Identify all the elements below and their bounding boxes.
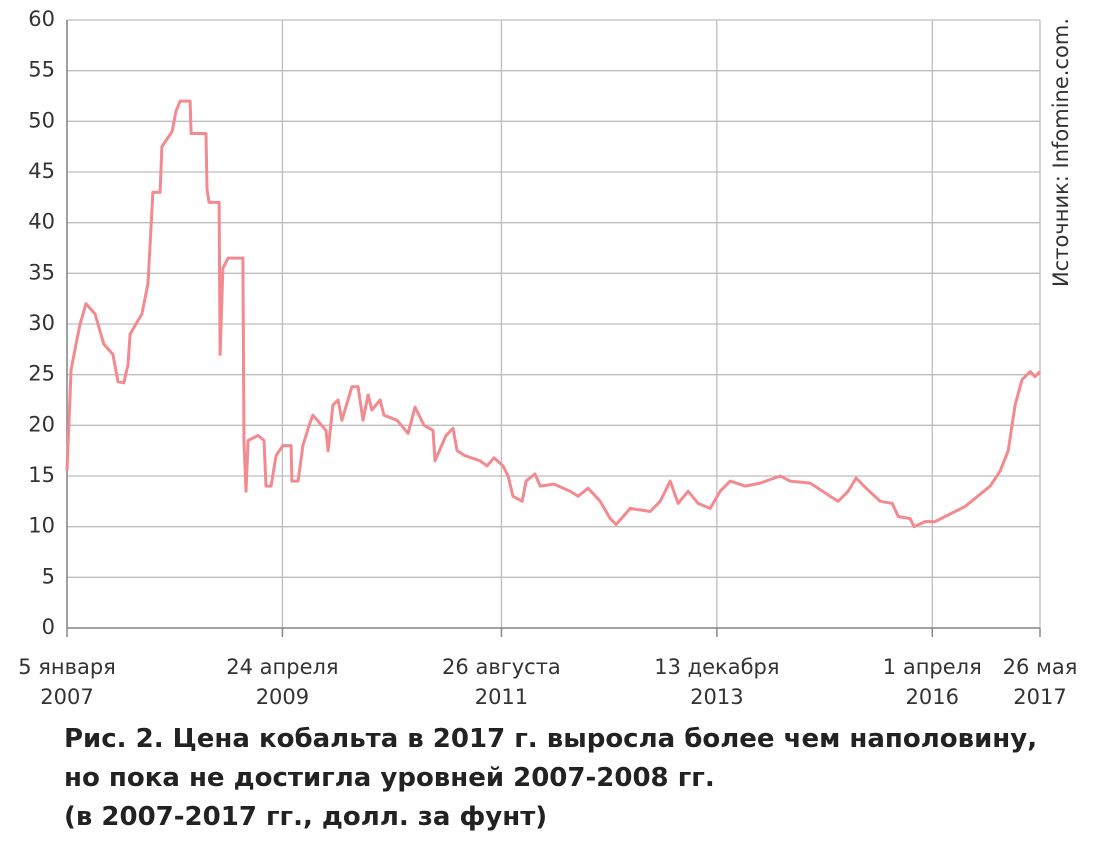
y-tick-label: 40 <box>28 210 55 234</box>
x-tick-label: 13 декабря 2013 <box>654 655 780 709</box>
caption-line: (в 2007-2017 гг., долл. за фунт) <box>64 802 548 832</box>
source: Источник: Infomine.com. <box>1049 18 1073 287</box>
y-tick-label: 50 <box>28 108 55 132</box>
x-tick-label: 26 мая 2017 <box>1002 655 1078 709</box>
caption-line: Рис. 2. Цена кобальта в 2017 г. выросла … <box>64 724 1038 754</box>
y-tick-label: 20 <box>28 412 55 436</box>
y-tick-label: 5 <box>42 564 55 588</box>
caption: Рис. 2. Цена кобальта в 2017 г. выросла … <box>64 720 1037 837</box>
x-tick-label: 5 января 2007 <box>18 655 116 709</box>
y-tick-label: 60 <box>28 7 55 31</box>
y-tick-label: 45 <box>28 159 55 183</box>
caption-line: но пока не достигла уровней 2007-2008 гг… <box>64 763 715 793</box>
y-tick-label: 15 <box>28 463 55 487</box>
y-tick-label: 25 <box>28 362 55 386</box>
y-tick-label: 0 <box>42 615 55 639</box>
x-tick-label: 26 августа 2011 <box>442 655 561 709</box>
y-tick-label: 55 <box>28 58 55 82</box>
x-tick-label: 24 апреля 2009 <box>226 655 339 709</box>
y-tick-label: 35 <box>28 260 55 284</box>
y-tick-label: 30 <box>28 311 55 335</box>
x-tick-label: 1 апреля 2016 <box>882 655 982 709</box>
price-line <box>65 99 1042 529</box>
y-tick-label: 10 <box>28 514 55 538</box>
